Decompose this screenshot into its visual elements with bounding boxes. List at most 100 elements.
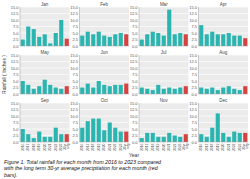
subplot: 0.02.55.07.510.012.515.0Aug (189, 50, 248, 97)
grid-line (80, 109, 130, 110)
bars (199, 86, 247, 94)
bar (59, 134, 63, 142)
bar (173, 89, 177, 94)
grid-line (199, 26, 249, 27)
y-axis-line (139, 103, 140, 142)
y-tick-label: 10.0 (11, 18, 20, 23)
y-tick-label: 7.5 (13, 24, 19, 29)
grid-line (199, 33, 249, 34)
x-tick-label: 2017 (26, 143, 30, 151)
x-tick-label: 2017 (145, 143, 149, 151)
x-axis-line (20, 46, 70, 47)
bar (232, 132, 236, 142)
bar (124, 84, 128, 94)
x-tick-label: 2020 (102, 143, 106, 151)
y-tick-label: 5.0 (72, 127, 78, 132)
y-tick-label: 15.0 (189, 53, 198, 58)
y-tick-label: 0.0 (13, 92, 19, 97)
x-tick-label: avg (66, 143, 70, 149)
y-tick-label: 0.0 (72, 92, 78, 97)
grid-line (139, 68, 189, 69)
y-tick-label: 2.5 (13, 37, 19, 42)
y-axis-line (20, 7, 21, 46)
bar (210, 32, 214, 46)
bar (102, 130, 106, 142)
grid-line (80, 20, 130, 21)
bars (140, 85, 188, 94)
y-tick-label: 5.0 (132, 127, 138, 132)
y-tick-label: 15.0 (70, 5, 79, 10)
grid-line (80, 13, 130, 14)
y-tick-label: 0.0 (191, 44, 197, 49)
x-tick-label: 2018 (210, 143, 214, 151)
y-tick-label: 5.0 (72, 79, 78, 84)
bar (48, 137, 52, 142)
bar (221, 34, 225, 46)
bar (102, 85, 106, 94)
y-tick-label: 7.5 (132, 24, 138, 29)
grid-line (139, 103, 189, 104)
y-tick-label: 7.5 (72, 120, 78, 125)
caption-line: Figure 1. Total rainfall for each month … (4, 159, 162, 165)
subplot: 0.02.55.07.510.012.515.0Apr (189, 2, 248, 49)
y-axis-line (79, 7, 80, 46)
x-tick-label: 2022 (232, 143, 236, 151)
grid-line (20, 68, 70, 69)
grid-line (199, 68, 249, 69)
y-tick-label: 15.0 (130, 53, 139, 58)
y-tick-label: 15.0 (11, 5, 20, 10)
bar (227, 137, 231, 142)
plot-area (20, 55, 70, 94)
grid-line (139, 122, 189, 123)
y-tick-label: 2.5 (13, 85, 19, 90)
bar (32, 89, 36, 94)
bar (238, 133, 242, 142)
bar (37, 86, 41, 94)
bar (140, 88, 144, 95)
bar (205, 137, 209, 142)
x-tick-label: 2019 (37, 143, 41, 151)
bar (227, 86, 231, 94)
grid-line (80, 26, 130, 27)
plot-area (199, 103, 249, 142)
bar (151, 90, 155, 94)
bar (184, 134, 188, 142)
bar (80, 88, 84, 95)
bar (65, 39, 69, 46)
x-tick-label: 2020 (162, 143, 166, 151)
y-tick-label: 10.0 (189, 66, 198, 71)
y-tick-label: 2.5 (191, 85, 197, 90)
y-tick-label: 15.0 (70, 53, 79, 58)
x-tick-label: 2021 (227, 143, 231, 151)
y-tick-label: 7.5 (72, 72, 78, 77)
bar (140, 40, 144, 47)
y-tick-label: 7.5 (132, 120, 138, 125)
x-axis-line (139, 142, 189, 143)
bars (80, 32, 128, 46)
x-tick-label: avg (185, 143, 189, 149)
bar (184, 34, 188, 46)
y-tick-label: 0.0 (13, 140, 19, 145)
bar (113, 85, 117, 94)
subplot-title: May (40, 50, 49, 55)
grid-line (139, 129, 189, 130)
y-tick-label: 10.0 (70, 18, 79, 23)
grid-line (20, 103, 70, 104)
y-tick-label: 5.0 (191, 31, 197, 36)
bar (151, 133, 155, 142)
x-axis-line (139, 94, 189, 95)
y-axis-line (20, 103, 21, 142)
plot-area (20, 7, 70, 46)
y-tick-label: 2.5 (132, 37, 138, 42)
grid-line (80, 7, 130, 8)
y-tick-label: 0.0 (132, 92, 138, 97)
subplot: 0.02.55.07.510.012.515.0Jul (130, 50, 189, 97)
grid-line (20, 61, 70, 62)
x-tick-label: 2021 (108, 143, 112, 151)
grid-line (139, 81, 189, 82)
plot-area (199, 7, 249, 46)
bars (21, 128, 69, 142)
bars (80, 81, 128, 94)
grid-line (80, 116, 130, 117)
y-tick-label: 2.5 (191, 37, 197, 42)
